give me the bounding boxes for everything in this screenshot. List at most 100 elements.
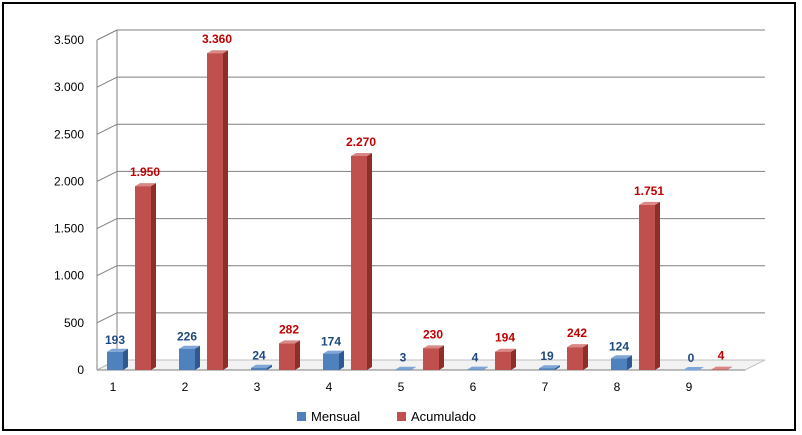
bar-mensual <box>395 366 416 371</box>
bar-mensual <box>107 348 128 370</box>
x-tick-label: 9 <box>686 380 693 394</box>
bar-acumulado-face <box>727 366 732 370</box>
bar-mensual-face <box>179 345 200 349</box>
data-label-mensual: 193 <box>105 333 125 347</box>
bar-mensual-face <box>323 353 339 370</box>
bar-mensual-face <box>195 345 200 370</box>
legend-swatch-acumulado <box>397 412 406 421</box>
bar-acumulado-face <box>567 344 588 348</box>
bar-acumulado-face <box>423 345 444 349</box>
legend-label-acumulado: Acumulado <box>411 409 476 424</box>
bar-acumulado-face <box>135 186 151 370</box>
data-label-mensual: 24 <box>252 349 266 363</box>
bar-acumulado-face <box>279 343 295 370</box>
gridline-depth <box>96 170 118 182</box>
bar-mensual-face <box>683 367 704 370</box>
bar-acumulado-face <box>495 351 511 370</box>
bar-acumulado-face <box>583 344 588 370</box>
bar-acumulado <box>711 366 732 371</box>
y-tick-label: 0 <box>77 363 84 377</box>
bar-acumulado-face <box>295 340 300 370</box>
bar-mensual <box>611 355 632 370</box>
y-tick-label: 500 <box>64 316 84 330</box>
data-label-mensual: 124 <box>609 339 629 353</box>
bar-mensual-face <box>467 366 488 370</box>
bar-acumulado-face <box>711 369 727 371</box>
bar-mensual-face <box>467 369 483 371</box>
bar-acumulado-face <box>639 201 660 205</box>
data-label-acumulado: 230 <box>423 327 443 341</box>
bar-mensual <box>539 365 560 370</box>
bar-mensual-face <box>683 370 699 371</box>
bar-mensual-face <box>483 366 488 370</box>
gridline-depth <box>96 123 118 135</box>
bar-acumulado-face <box>207 53 223 370</box>
bar-acumulado-face <box>279 340 300 344</box>
data-label-mensual: 3 <box>400 351 407 365</box>
x-tick-label: 3 <box>254 380 261 394</box>
bar-mensual-face <box>611 358 627 370</box>
gridline-depth <box>96 312 118 324</box>
bar-mensual-face <box>123 348 128 370</box>
bar-mensual-face <box>107 351 123 370</box>
x-tick-label: 5 <box>398 380 405 394</box>
bar-acumulado-face <box>351 152 372 156</box>
bar-acumulado-face <box>207 50 228 54</box>
bar-acumulado-face <box>495 348 516 352</box>
bar-acumulado <box>279 340 300 370</box>
bar-mensual <box>323 350 344 370</box>
bar-acumulado-face <box>567 347 583 370</box>
y-tick-label: 3.000 <box>54 80 84 94</box>
x-tick-label: 7 <box>542 380 549 394</box>
data-label-mensual: 174 <box>321 335 341 349</box>
bar-acumulado <box>567 344 588 370</box>
bar-mensual-face <box>179 348 195 370</box>
bar-acumulado-face <box>423 348 439 370</box>
bar-mensual <box>467 366 488 371</box>
bar-acumulado-face <box>367 152 372 370</box>
bar-acumulado-face <box>655 201 660 370</box>
data-label-acumulado: 1.751 <box>634 184 664 198</box>
data-label-mensual: 226 <box>177 330 197 344</box>
y-tick-label: 1.500 <box>54 222 84 236</box>
x-tick-label: 8 <box>614 380 621 394</box>
data-label-acumulado: 4 <box>718 349 725 363</box>
bar-mensual-face <box>323 350 344 354</box>
x-tick-label: 2 <box>182 380 189 394</box>
bar-acumulado-face <box>135 183 156 187</box>
bar-acumulado-face <box>511 348 516 370</box>
bar-mensual-face <box>251 364 272 368</box>
data-label-mensual: 0 <box>688 351 695 365</box>
gridline-depth <box>96 29 118 41</box>
bar-mensual-face <box>251 367 267 370</box>
data-label-acumulado: 2.270 <box>346 135 376 149</box>
bar-mensual-face <box>395 369 411 371</box>
bar-acumulado <box>135 183 156 370</box>
data-label-acumulado: 242 <box>567 326 587 340</box>
bar-mensual <box>683 367 704 371</box>
y-tick-label: 2.000 <box>54 174 84 188</box>
x-tick-label: 4 <box>326 380 333 394</box>
legend-swatch-mensual <box>297 412 306 421</box>
y-tick-label: 1.000 <box>54 269 84 283</box>
data-label-acumulado: 194 <box>495 331 515 345</box>
x-tick-label: 6 <box>470 380 477 394</box>
gridline-depth <box>96 218 118 230</box>
data-label-mensual: 4 <box>472 351 479 365</box>
bar-mensual <box>179 345 200 370</box>
bar-acumulado-face <box>711 366 732 370</box>
bar-mensual-face <box>339 350 344 370</box>
bar-mensual-face <box>555 365 560 370</box>
x-tick-label: 1 <box>110 380 117 394</box>
data-label-acumulado: 1.950 <box>130 165 160 179</box>
bar-mensual-face <box>411 366 416 370</box>
gridline-depth <box>96 265 118 277</box>
bar-acumulado-face <box>439 345 444 370</box>
y-tick-label: 2.500 <box>54 127 84 141</box>
bar-mensual-face <box>611 355 632 359</box>
bar-mensual <box>251 364 272 370</box>
legend-label-mensual: Mensual <box>311 409 360 424</box>
data-label-mensual: 19 <box>540 349 554 363</box>
gridline-depth <box>96 76 118 88</box>
